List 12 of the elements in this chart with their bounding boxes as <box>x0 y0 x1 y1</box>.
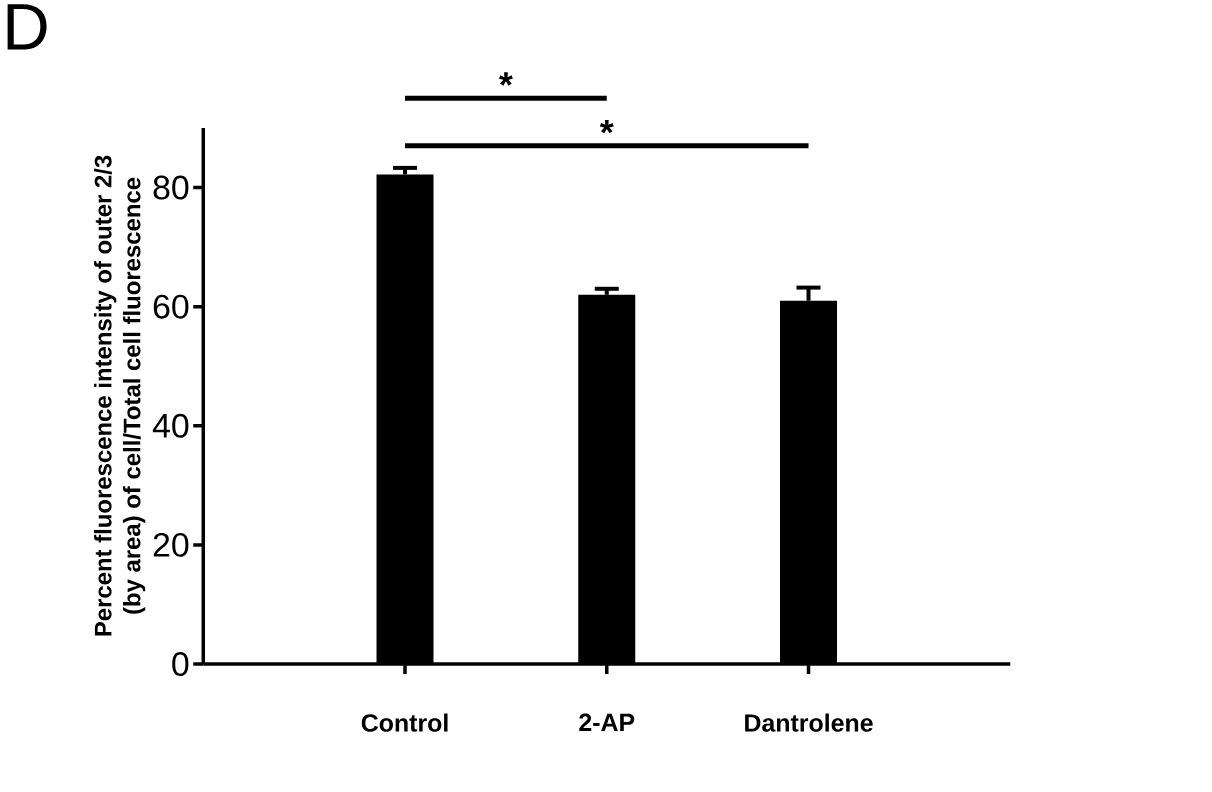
y-tick-label: 80 <box>153 175 189 200</box>
x-tick-label: 2-AP <box>579 713 635 731</box>
y-tick-label: 0 <box>172 651 189 676</box>
y-tick-label: 40 <box>152 413 189 438</box>
y-tick-label: 20 <box>153 532 189 557</box>
y-tick-label: 60 <box>153 294 189 319</box>
text: * <box>499 72 513 86</box>
x-tick-label: Control <box>361 713 448 732</box>
annotation: * <box>599 119 614 134</box>
y-axis-title: Percent fluorescence intensity of outer 2/3 (by area) of cell/Total cell fluorescence <box>94 155 146 636</box>
x-tick-label: Dantrolene <box>745 713 873 732</box>
chart-title: D <box>7 4 47 50</box>
